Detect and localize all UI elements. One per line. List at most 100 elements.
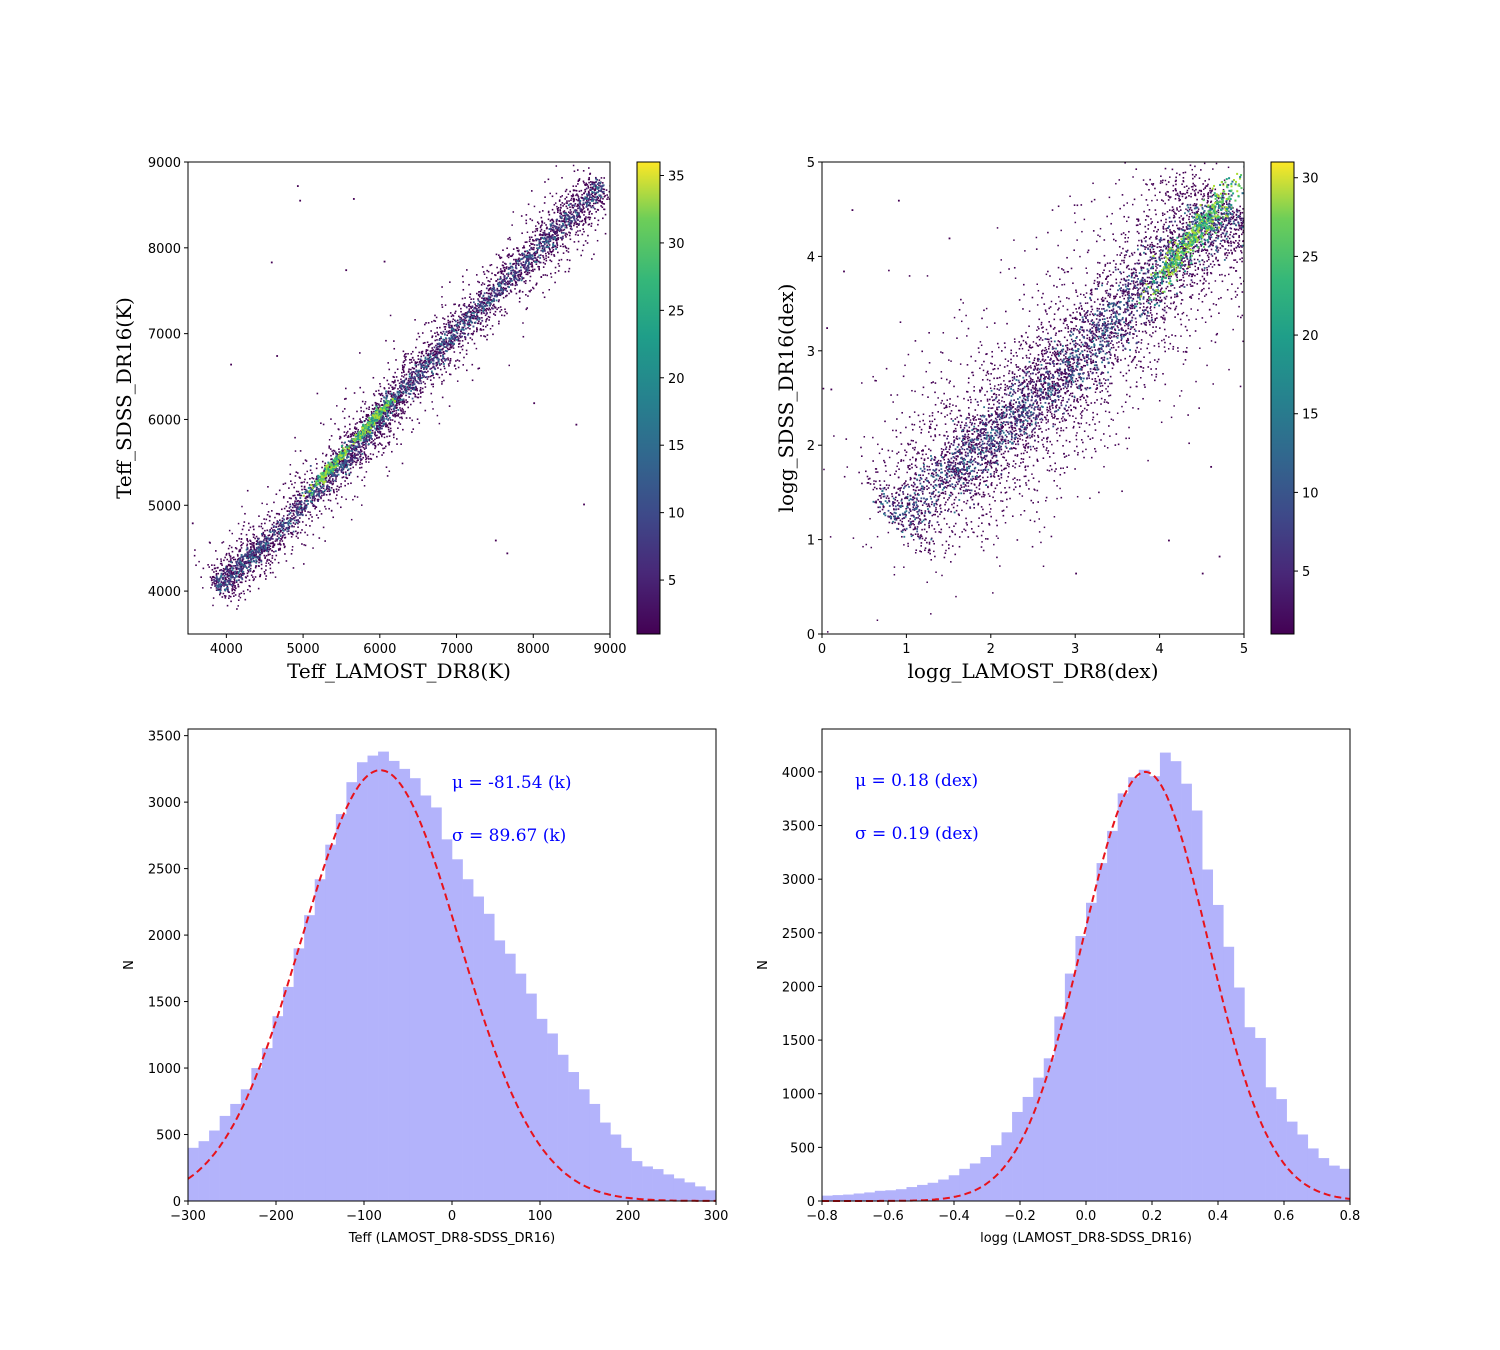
density-point bbox=[300, 512, 303, 515]
density-point bbox=[389, 403, 392, 406]
density-point bbox=[359, 457, 362, 460]
density-point bbox=[475, 308, 478, 311]
density-point bbox=[243, 563, 246, 566]
density-point bbox=[354, 452, 356, 455]
density-point bbox=[290, 480, 292, 482]
density-point bbox=[275, 523, 278, 525]
density-point bbox=[448, 326, 450, 329]
density-point bbox=[290, 518, 293, 521]
density-point bbox=[603, 177, 606, 179]
density-point bbox=[292, 512, 295, 515]
density-point bbox=[400, 410, 403, 412]
density-point bbox=[343, 435, 346, 437]
density-point bbox=[333, 491, 335, 494]
density-point bbox=[340, 471, 343, 473]
density-point bbox=[553, 254, 555, 256]
density-point bbox=[500, 286, 502, 289]
density-point bbox=[290, 509, 292, 511]
density-point bbox=[575, 189, 578, 192]
density-point bbox=[599, 199, 602, 201]
density-point bbox=[236, 570, 238, 573]
density-point bbox=[243, 521, 246, 523]
density-point bbox=[365, 447, 367, 449]
density-point bbox=[303, 508, 306, 511]
density-point bbox=[502, 296, 505, 299]
density-point bbox=[332, 468, 335, 471]
density-point bbox=[456, 324, 459, 327]
density-point bbox=[502, 273, 505, 276]
density-point bbox=[419, 373, 421, 376]
density-point bbox=[432, 352, 434, 355]
density-point bbox=[413, 371, 416, 374]
density-point bbox=[422, 381, 425, 383]
density-point bbox=[516, 249, 519, 252]
density-point bbox=[547, 211, 550, 214]
density-point bbox=[470, 307, 472, 309]
density-point bbox=[377, 424, 380, 427]
density-point bbox=[339, 452, 342, 455]
density-point bbox=[425, 350, 428, 353]
density-point bbox=[561, 238, 563, 241]
density-point bbox=[474, 321, 477, 324]
density-point bbox=[345, 459, 348, 462]
density-point bbox=[418, 360, 421, 363]
density-point bbox=[495, 295, 498, 298]
density-point bbox=[517, 274, 520, 277]
density-point bbox=[405, 386, 407, 389]
density-point bbox=[590, 206, 593, 209]
density-point bbox=[420, 367, 422, 370]
density-point bbox=[385, 390, 388, 393]
density-point bbox=[370, 412, 373, 415]
density-point bbox=[311, 486, 314, 489]
density-point bbox=[254, 566, 257, 569]
density-point bbox=[465, 319, 468, 322]
density-point bbox=[519, 278, 521, 280]
density-point bbox=[601, 202, 603, 204]
density-point bbox=[340, 445, 343, 448]
density-point bbox=[580, 189, 583, 192]
density-point bbox=[272, 571, 274, 574]
density-point bbox=[452, 333, 455, 336]
density-point bbox=[590, 200, 593, 202]
density-point bbox=[541, 224, 543, 226]
density-point bbox=[533, 244, 536, 246]
density-point bbox=[331, 472, 334, 475]
density-point bbox=[481, 319, 484, 322]
density-point bbox=[480, 305, 483, 307]
density-point bbox=[246, 557, 249, 559]
density-point bbox=[392, 392, 395, 394]
density-point bbox=[270, 536, 273, 538]
density-point bbox=[565, 247, 568, 249]
density-point bbox=[283, 543, 285, 546]
density-point bbox=[401, 407, 404, 410]
density-point bbox=[517, 258, 519, 261]
density-point bbox=[355, 461, 358, 464]
density-point bbox=[442, 353, 444, 356]
density-point bbox=[241, 578, 244, 581]
density-point bbox=[249, 590, 251, 593]
density-point bbox=[259, 547, 262, 549]
density-point bbox=[447, 358, 449, 361]
density-point bbox=[478, 309, 481, 312]
density-point bbox=[541, 241, 544, 243]
density-point bbox=[495, 299, 498, 302]
density-point bbox=[355, 457, 358, 459]
density-point bbox=[309, 525, 311, 527]
density-point bbox=[397, 388, 399, 390]
density-point bbox=[232, 572, 235, 575]
density-point bbox=[572, 194, 575, 197]
density-point bbox=[441, 373, 443, 376]
density-point bbox=[349, 456, 352, 459]
density-point bbox=[335, 456, 338, 459]
density-point bbox=[262, 545, 264, 548]
density-point bbox=[459, 318, 461, 321]
density-point bbox=[246, 588, 249, 591]
density-point bbox=[454, 328, 457, 331]
density-point bbox=[462, 288, 465, 291]
density-point bbox=[224, 597, 227, 599]
density-point bbox=[544, 263, 546, 265]
density-point bbox=[389, 400, 392, 403]
density-point bbox=[543, 241, 546, 244]
density-point bbox=[550, 236, 553, 239]
density-point bbox=[474, 303, 477, 305]
